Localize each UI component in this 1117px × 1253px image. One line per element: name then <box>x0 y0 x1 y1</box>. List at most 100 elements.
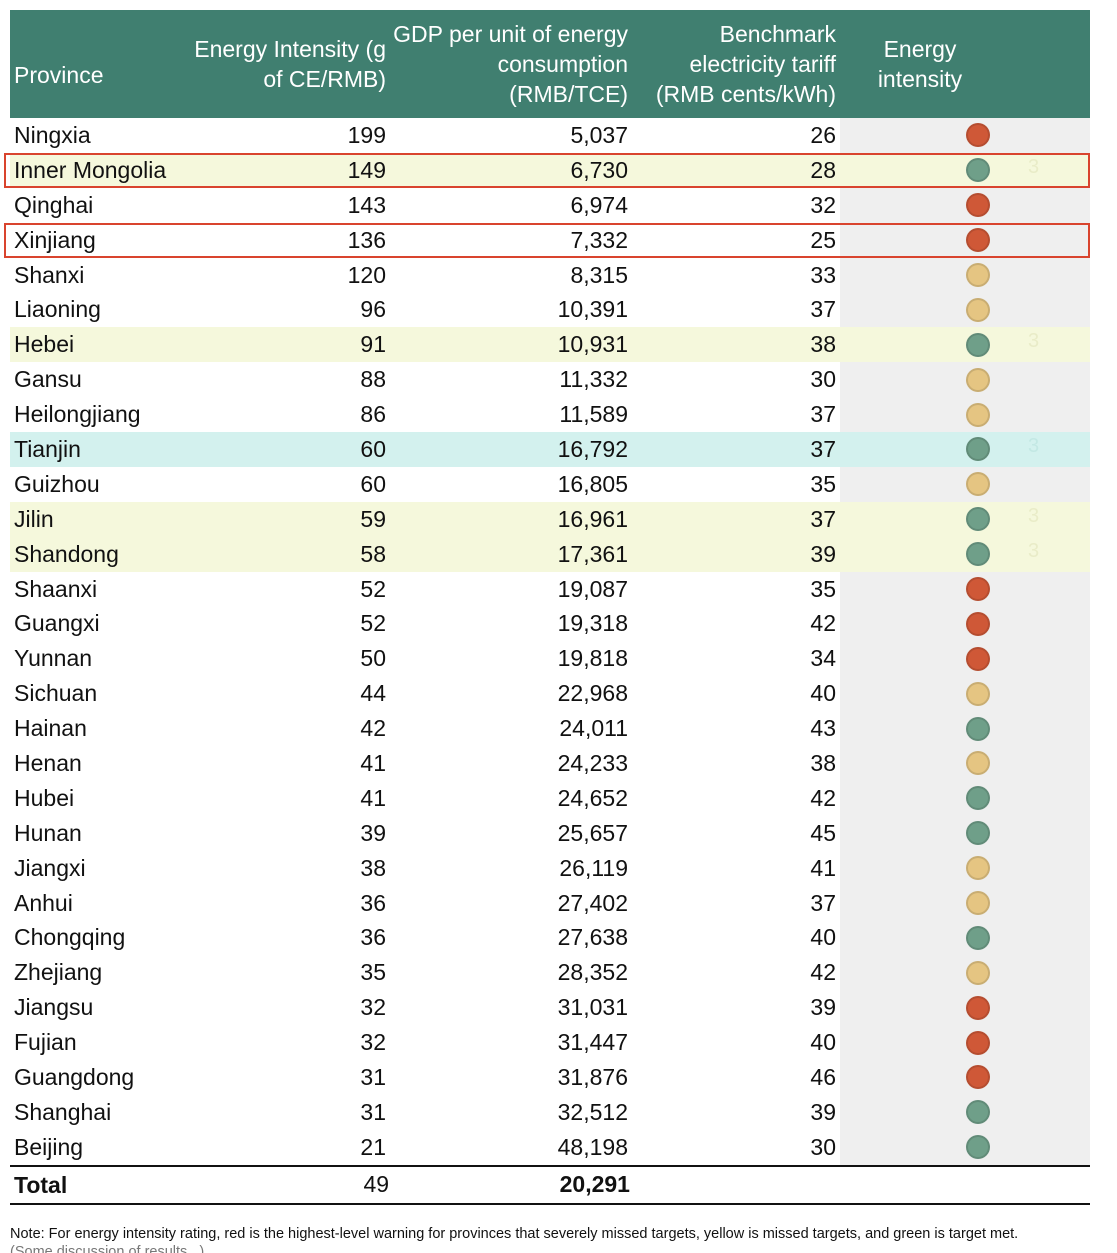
gdp-cell: 22,968 <box>557 680 628 707</box>
table-row: Guangdong 31 31,876 46 <box>10 1060 1090 1095</box>
rating-cell: 3 <box>840 327 1090 362</box>
rating-cell <box>840 990 1090 1026</box>
header-energy-intensity: Energy Intensity (g of CE/RMB) <box>194 36 386 92</box>
rating-cell <box>840 606 1090 642</box>
tariff-cell: 35 <box>810 470 836 497</box>
rating-cell <box>840 466 1090 502</box>
rating-cell <box>840 746 1090 781</box>
rating-cell <box>840 292 1090 328</box>
rating-cell <box>840 641 1090 677</box>
table-row: Tianjin 60 16,792 37 3 <box>10 432 1090 467</box>
energy-intensity-cell: 199 <box>347 121 386 148</box>
table-row: Shanxi 120 8,315 33 <box>10 257 1090 293</box>
total-intensity: 49 <box>363 1171 390 1198</box>
tariff-cell: 40 <box>810 1029 836 1056</box>
tariff-cell: 41 <box>810 854 836 881</box>
table-row: Gansu 88 11,332 30 <box>10 362 1090 398</box>
province-cell: Henan <box>14 749 82 776</box>
table-row: Guizhou 60 16,805 35 <box>10 466 1090 502</box>
rating-cell: 3 <box>840 502 1090 537</box>
gdp-cell: 11,332 <box>559 366 628 393</box>
province-cell: Ningxia <box>14 121 91 148</box>
tariff-cell: 42 <box>810 610 836 637</box>
rating-yellow-dot <box>966 681 990 706</box>
table-row: Xinjiang 136 7,332 25 <box>4 222 1090 258</box>
total-gdp: 20,291 <box>559 1171 630 1198</box>
table-row: Shaanxi 52 19,087 35 <box>10 571 1090 607</box>
rating-green-dot <box>966 821 990 846</box>
table-row: Henan 41 24,233 38 <box>10 746 1090 781</box>
rating-cell <box>840 815 1090 851</box>
tariff-cell: 42 <box>810 784 836 811</box>
table-row: Guangxi 52 19,318 42 <box>10 606 1090 642</box>
province-cell: Guangxi <box>14 610 100 637</box>
energy-intensity-cell: 91 <box>360 331 386 358</box>
rating-green-dot <box>966 716 990 741</box>
rating-red-dot <box>966 193 990 218</box>
energy-intensity-cell: 96 <box>360 296 386 323</box>
rating-cell: 3 <box>840 153 1090 188</box>
rating-green-dot <box>966 437 990 462</box>
rating-cell <box>840 397 1090 433</box>
faint-marker: 3 <box>1028 504 1040 527</box>
gdp-cell: 26,119 <box>559 854 628 881</box>
gdp-cell: 31,031 <box>557 994 628 1021</box>
energy-intensity-cell: 52 <box>360 575 386 602</box>
rating-red-dot <box>966 995 990 1020</box>
energy-intensity-cell: 136 <box>347 226 386 253</box>
rating-cell <box>840 850 1090 886</box>
rating-cell <box>840 118 1090 153</box>
rating-cell <box>840 187 1090 223</box>
rating-yellow-dot <box>966 856 990 881</box>
province-cell: Xinjiang <box>14 226 96 253</box>
table-row: Shandong 58 17,361 39 3 <box>10 536 1090 572</box>
table-row: Qinghai 143 6,974 32 <box>10 187 1090 223</box>
table-row: Hubei 41 24,652 42 <box>10 780 1090 816</box>
rating-cell <box>840 955 1090 991</box>
energy-intensity-cell: 143 <box>347 191 386 218</box>
table-row: Jiangxi 38 26,119 41 <box>10 850 1090 886</box>
gdp-cell: 28,352 <box>557 959 628 986</box>
rating-red-dot <box>966 123 990 148</box>
tariff-cell: 42 <box>810 959 836 986</box>
rating-green-dot <box>966 925 990 950</box>
tariff-cell: 39 <box>810 540 836 567</box>
gdp-cell: 5,037 <box>570 121 628 148</box>
energy-intensity-cell: 38 <box>360 854 386 881</box>
rating-cell <box>840 1025 1090 1061</box>
tariff-cell: 32 <box>810 191 836 218</box>
province-cell: Shanxi <box>14 261 85 288</box>
tariff-cell: 39 <box>810 1098 836 1125</box>
rating-cell <box>840 1094 1090 1130</box>
rating-green-dot <box>966 507 990 532</box>
rating-green-dot <box>966 158 990 183</box>
province-cell: Yunnan <box>14 645 93 672</box>
gdp-cell: 31,876 <box>557 1063 628 1090</box>
rating-cell <box>840 257 1090 293</box>
faint-marker: 3 <box>1028 435 1040 458</box>
energy-intensity-cell: 21 <box>360 1133 386 1160</box>
header-energy-intensity-rating: Energy intensity <box>877 36 963 92</box>
province-cell: Heilongjiang <box>14 401 141 428</box>
province-cell: Sichuan <box>14 680 98 707</box>
tariff-cell: 34 <box>810 645 836 672</box>
tariff-cell: 35 <box>810 575 836 602</box>
rating-cell <box>840 920 1090 956</box>
energy-intensity-cell: 88 <box>360 366 386 393</box>
energy-intensity-cell: 58 <box>360 540 386 567</box>
rating-cell <box>840 362 1090 398</box>
rating-cell <box>840 711 1090 747</box>
rating-cell <box>840 571 1090 607</box>
province-cell: Jiangsu <box>14 994 94 1021</box>
energy-intensity-cell: 60 <box>360 470 386 497</box>
province-cell: Shanghai <box>14 1098 112 1125</box>
rating-red-dot <box>966 1030 990 1055</box>
footnote: Note: For energy intensity rating, red i… <box>10 1226 1019 1242</box>
province-cell: Anhui <box>14 889 73 916</box>
province-cell: Jiangxi <box>14 854 86 881</box>
rating-cell: 3 <box>840 432 1090 467</box>
table-row: Ningxia 199 5,037 26 <box>10 118 1090 153</box>
table-row: Zhejiang 35 28,352 42 <box>10 955 1090 991</box>
gdp-cell: 25,657 <box>557 819 628 846</box>
tariff-cell: 39 <box>810 994 836 1021</box>
